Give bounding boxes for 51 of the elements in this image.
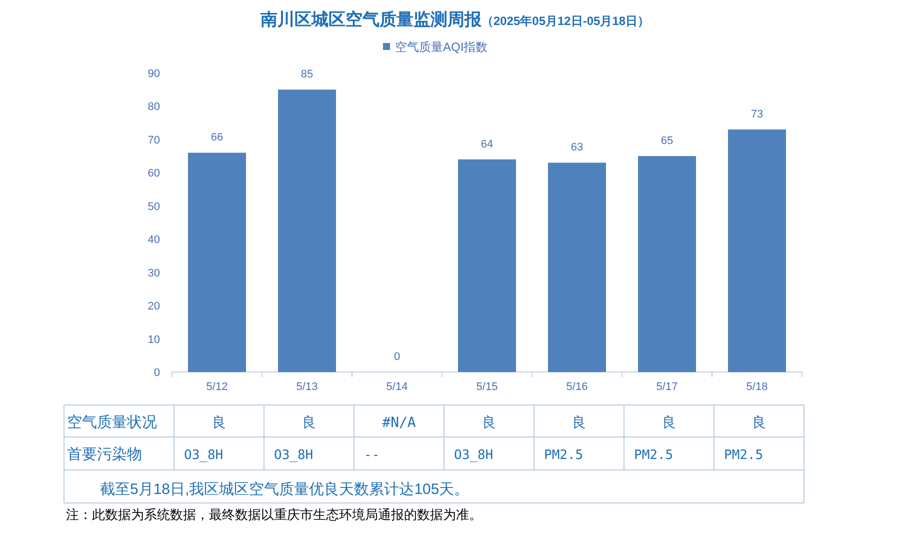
y-tick-label: 70	[148, 134, 160, 146]
text: 截至5月18日,我区城区空气质量优良天数累计达105天。	[100, 481, 470, 498]
bar	[458, 159, 516, 372]
y-tick-label: 60	[148, 168, 160, 180]
data-label: 73	[750, 108, 764, 120]
text: PM2.5	[634, 448, 674, 463]
text: 注：此数据为系统数据，最终数据以重庆市生态环境局通报的数据为准。	[66, 507, 482, 522]
x-tick-label: 5/18	[746, 381, 768, 393]
x-tick-label: 5/16	[566, 381, 588, 393]
text: #N/A	[382, 415, 416, 431]
x-tick-label: 5/14	[386, 381, 408, 393]
bar	[638, 156, 696, 372]
y-tick-label: 80	[148, 101, 160, 114]
data-label: 66	[210, 132, 224, 144]
text: 良	[572, 415, 586, 431]
chart-title: 南川区城区空气质量监测周报	[259, 10, 482, 29]
text: --	[364, 448, 380, 463]
y-tick-label: 50	[148, 200, 160, 213]
legend-label: 空气质量AQI指数	[395, 40, 488, 54]
text: 良	[212, 415, 226, 431]
text: O3_8H	[184, 448, 224, 463]
y-tick-label: 0	[154, 367, 160, 379]
text: O3_8H	[454, 448, 494, 463]
y-tick-label: 10	[148, 334, 160, 346]
data-label: 63	[570, 142, 584, 154]
data-label: 0	[394, 351, 400, 363]
x-tick-label: 5/12	[206, 381, 228, 393]
data-label: 85	[300, 68, 314, 81]
x-tick-label: 5/13	[296, 381, 318, 393]
data-label: 65	[660, 135, 674, 148]
y-tick-label: 20	[148, 300, 160, 313]
data-label: 64	[480, 138, 494, 150]
bar	[728, 129, 786, 372]
x-tick-label: 5/17	[656, 381, 678, 393]
y-tick-label: 40	[148, 234, 160, 246]
text: 良	[752, 415, 766, 431]
text: 良	[302, 415, 316, 431]
text: 良	[662, 415, 676, 431]
y-tick-label: 90	[148, 68, 160, 80]
bar	[548, 162, 606, 372]
text: 首要污染物	[67, 446, 142, 463]
text: PM2.5	[724, 448, 764, 463]
x-tick-label: 5/15	[476, 381, 498, 393]
bar	[278, 90, 336, 372]
y-tick-label: 30	[148, 267, 160, 280]
text: PM2.5	[544, 448, 584, 463]
text: O3_8H	[274, 448, 314, 463]
chart-subtitle: （2025年05月12日-05月18日）	[481, 14, 650, 28]
bar	[188, 152, 246, 372]
text: 良	[482, 415, 496, 431]
text: 空气质量状况	[67, 414, 157, 431]
